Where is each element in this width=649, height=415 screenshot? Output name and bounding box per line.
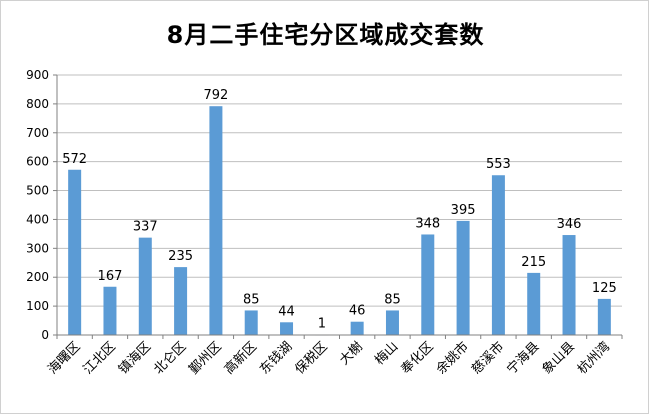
- data-label: 792: [203, 88, 228, 103]
- bar: [280, 322, 294, 335]
- y-tick-label: 100: [26, 299, 49, 313]
- y-tick-label: 900: [26, 68, 49, 82]
- x-tick-label: 奉化区: [398, 339, 436, 377]
- x-tick-label: 高新区: [221, 339, 260, 378]
- x-tick-label: 东钱湖: [257, 339, 295, 377]
- y-tick-label: 200: [26, 270, 49, 284]
- x-tick-label: 保税区: [292, 339, 330, 377]
- data-label: 235: [168, 249, 193, 264]
- y-tick-label: 500: [26, 184, 49, 198]
- x-tick-label: 鄞州区: [187, 339, 225, 377]
- x-tick-label: 杭州湾: [574, 339, 613, 378]
- axes: [56, 75, 622, 336]
- bar: [174, 267, 188, 335]
- x-tick-label: 大榭: [336, 339, 366, 369]
- x-tick-label: 镇海区: [116, 339, 154, 377]
- data-labels: 572 167 337 235 792 85 44 1 46 85 348 395 553 215 346 1…: [62, 88, 617, 332]
- bar: [350, 321, 364, 335]
- bar: [456, 220, 470, 335]
- x-tick-label: 梅山: [372, 339, 401, 368]
- data-label: 337: [133, 220, 158, 235]
- y-tick-label: 400: [26, 212, 49, 226]
- y-tick-label: 800: [26, 97, 49, 111]
- y-tick-label: 600: [26, 155, 49, 169]
- data-label: 572: [62, 152, 87, 167]
- data-label: 46: [349, 304, 366, 319]
- x-tick-label: 余姚市: [433, 339, 472, 378]
- bar: [103, 286, 117, 335]
- y-tick-label: 0: [41, 328, 49, 342]
- x-tick-label: 宁海县: [504, 339, 543, 378]
- y-tick-label: 300: [26, 241, 49, 255]
- x-tick-label: 慈溪市: [468, 339, 507, 378]
- bar: [527, 272, 541, 335]
- x-tick-label: 海曙区: [45, 339, 83, 377]
- bar: [421, 234, 435, 335]
- bars: [68, 106, 611, 336]
- y-axis-ticks: 0 100 200 300 400 500 600 700 800 900: [26, 68, 57, 342]
- data-label: 44: [278, 304, 295, 319]
- data-label: 346: [557, 217, 582, 232]
- data-label: 395: [451, 203, 476, 218]
- x-tick-label: 象山县: [540, 339, 578, 377]
- data-label: 125: [592, 281, 617, 296]
- data-label: 1: [318, 317, 326, 332]
- bar: [68, 169, 82, 335]
- data-label: 348: [415, 216, 440, 231]
- bar: [597, 298, 611, 335]
- bar: [244, 310, 258, 335]
- data-label: 167: [98, 269, 123, 284]
- chart-title: 8月二手住宅分区域成交套数: [166, 21, 485, 49]
- x-tick-label: 北仑区: [151, 339, 189, 377]
- bar: [385, 310, 399, 335]
- data-label: 215: [521, 255, 546, 270]
- bar: [209, 106, 223, 335]
- bar: [138, 237, 152, 335]
- bar: [491, 175, 505, 335]
- y-tick-label: 700: [26, 126, 49, 140]
- data-label: 553: [486, 157, 511, 172]
- data-label: 85: [243, 292, 260, 307]
- bar: [562, 235, 576, 335]
- x-tick-label: 江北区: [81, 339, 119, 377]
- data-label: 85: [384, 292, 401, 307]
